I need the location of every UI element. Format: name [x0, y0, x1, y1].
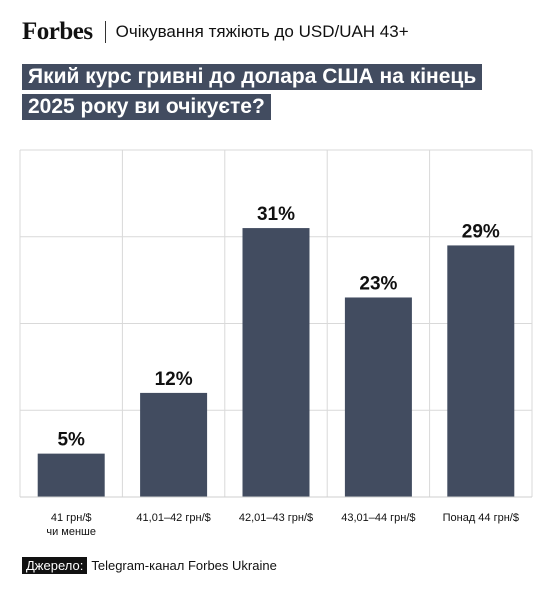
question-line-1: Який курс гривні до долара США на кінець [22, 64, 483, 90]
header-title: Очікування тяжіють до USD/UAH 43+ [115, 22, 409, 41]
category-label: 42,01–43 грн/$ [239, 512, 313, 524]
header: Forbes Очікування тяжіють до USD/UAH 43+ [22, 18, 409, 46]
category-label: 41,01–42 грн/$ [136, 512, 210, 524]
data-label: 29% [462, 221, 500, 242]
bar [242, 228, 310, 497]
data-label: 12% [155, 369, 193, 390]
data-label: 23% [359, 273, 397, 294]
category-label: чи менше [46, 526, 96, 538]
forbes-logo: Forbes [22, 18, 93, 45]
bar [344, 297, 412, 497]
source-text: Telegram-канал Forbes Ukraine [91, 558, 277, 573]
question-title: Який курс гривні до долара США на кінець… [22, 62, 483, 122]
source-label: Джерело: [22, 557, 88, 574]
category-label: 41 грн/$ [51, 512, 92, 524]
category-label: 43,01–44 грн/$ [341, 512, 415, 524]
category-label: Понад 44 грн/$ [443, 512, 519, 524]
data-label: 5% [57, 430, 85, 451]
bar [140, 392, 208, 497]
header-divider [104, 21, 106, 43]
data-label: 31% [257, 204, 295, 225]
question-line-2: 2025 року ви очікуєте? [22, 94, 271, 120]
bar [447, 245, 515, 497]
bar [37, 453, 105, 497]
source-note: Джерело: Telegram-канал Forbes Ukraine [22, 557, 277, 574]
